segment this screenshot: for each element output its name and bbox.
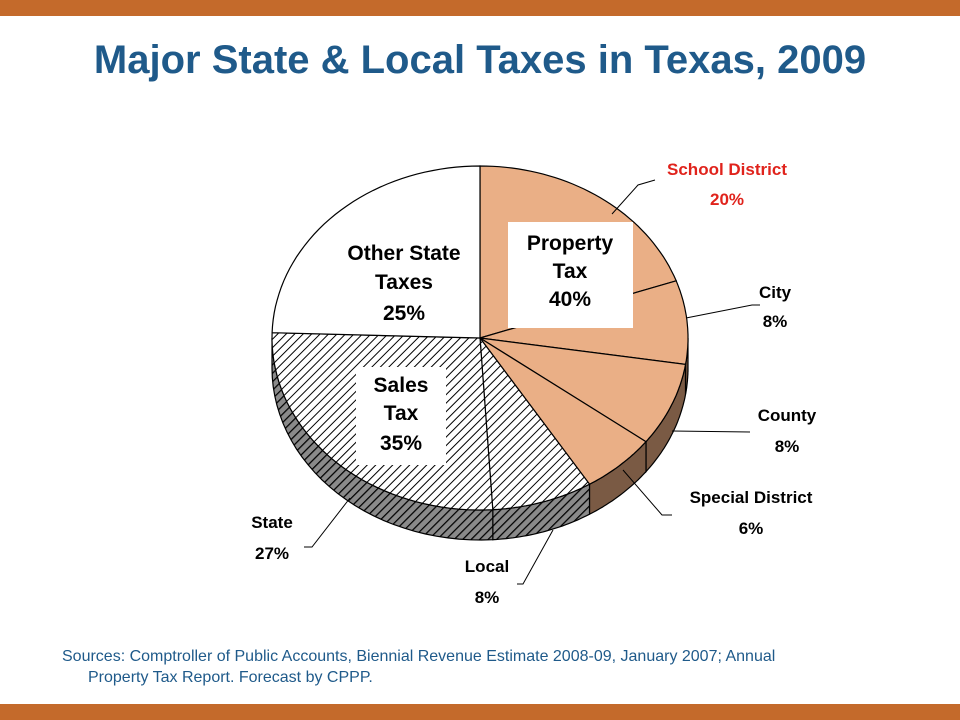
leader-county	[671, 430, 751, 433]
local-value: 8%	[475, 588, 500, 607]
sales-label-box	[356, 367, 446, 465]
bottom-band	[0, 704, 960, 720]
source-line-1: Sources: Comptroller of Public Accounts,…	[62, 648, 776, 665]
source-line-2: Property Tax Report. Forecast by CPPP.	[88, 669, 373, 686]
leader-special-district	[622, 469, 672, 516]
other-label-l1: Other State	[347, 242, 460, 265]
local-label: Local	[465, 557, 509, 576]
slice-county	[479, 337, 687, 443]
leader-city	[685, 304, 760, 319]
sales-label-l2: Tax	[384, 402, 419, 425]
leader-state	[304, 497, 351, 548]
property-label-value: 40%	[549, 288, 591, 311]
property-label-box	[508, 222, 633, 328]
other-label-l2: Taxes	[375, 271, 433, 294]
leader-lines	[304, 179, 760, 585]
school-district-label: School District	[667, 160, 787, 179]
county-label: County	[758, 406, 817, 425]
slice-other-state-taxes	[271, 165, 481, 339]
special-district-label: Special District	[690, 488, 813, 507]
city-value: 8%	[763, 312, 788, 331]
property-label-l1: Property	[527, 232, 614, 255]
top-band	[0, 0, 960, 16]
state-label: State	[251, 513, 293, 532]
city-label: City	[759, 283, 792, 302]
sales-label-value: 35%	[380, 432, 422, 455]
slice-local	[479, 335, 591, 511]
school-district-value: 20%	[710, 190, 744, 209]
property-label-l2: Tax	[553, 260, 588, 283]
state-value: 27%	[255, 544, 289, 563]
pie-slices	[271, 165, 689, 511]
special-district-value: 6%	[739, 519, 764, 538]
other-label-value: 25%	[383, 302, 425, 325]
county-value: 8%	[775, 437, 800, 456]
source-note: Sources: Comptroller of Public Accounts,…	[62, 646, 902, 688]
slice-special-district	[479, 337, 647, 485]
chart-title: Major State & Local Taxes in Texas, 2009	[93, 38, 867, 82]
leader-local	[517, 529, 554, 585]
sales-label-l1: Sales	[374, 374, 429, 397]
leader-school-district	[611, 179, 656, 215]
